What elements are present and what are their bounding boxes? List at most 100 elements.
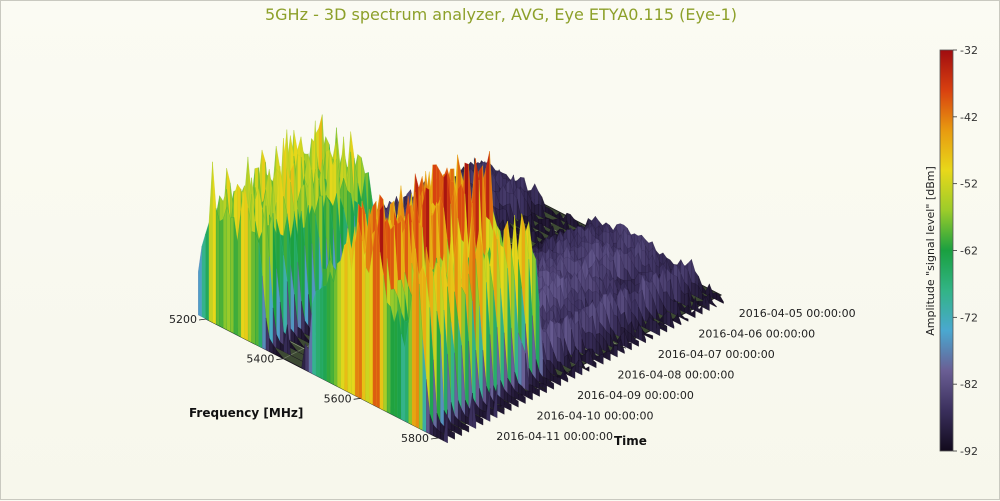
surface-cell bbox=[212, 161, 217, 325]
surface-cell bbox=[521, 394, 526, 404]
surface-cell bbox=[545, 218, 550, 229]
surface-cell bbox=[528, 390, 533, 401]
time-tick-label: 2016-04-11 00:00:00 bbox=[496, 430, 613, 443]
surface-cell bbox=[585, 366, 590, 372]
surface-cell bbox=[691, 309, 696, 319]
colorbar-label: Amplitude "signal level" [dBm] bbox=[924, 166, 937, 336]
surface-cell bbox=[571, 364, 576, 379]
surface-cell bbox=[680, 313, 685, 320]
colorbar-gradient bbox=[939, 49, 954, 452]
surface-cell bbox=[557, 361, 561, 372]
surface-cell bbox=[514, 398, 519, 408]
surface-cell bbox=[620, 339, 625, 354]
surface-cell bbox=[642, 328, 646, 344]
time-tick-label: 2016-04-05 00:00:00 bbox=[739, 307, 856, 320]
surface-cell bbox=[230, 217, 235, 334]
time-tick-mark bbox=[458, 427, 465, 431]
surface-cell bbox=[493, 384, 498, 419]
colorbar-tick-label: -82 bbox=[960, 378, 978, 391]
surface-cell bbox=[578, 359, 583, 376]
surface-cell bbox=[479, 416, 484, 426]
surface-cell bbox=[322, 285, 327, 382]
surface-cell bbox=[358, 222, 363, 400]
frequency-tick-mark bbox=[198, 318, 207, 321]
surface-cell bbox=[219, 219, 224, 329]
colorbar-tick-label: -62 bbox=[960, 245, 978, 258]
colorbar: -32 -42 -52 -62 -72 -82 -92 bbox=[939, 44, 978, 458]
surface-cell bbox=[379, 252, 384, 411]
surface-cell bbox=[592, 359, 597, 369]
time-tick-label: 2016-04-08 00:00:00 bbox=[618, 369, 735, 382]
surface-cell bbox=[500, 405, 505, 415]
surface-cell bbox=[482, 410, 487, 420]
surface-cell bbox=[326, 272, 331, 383]
surface-cell bbox=[215, 208, 220, 327]
surface-cell bbox=[451, 431, 455, 440]
surface-cell bbox=[362, 240, 366, 402]
colorbar-tick-label: -42 bbox=[960, 111, 978, 124]
surface-cell bbox=[287, 324, 292, 356]
surface-cell bbox=[606, 350, 611, 361]
surface-cell bbox=[534, 203, 539, 216]
surface-cell bbox=[337, 260, 341, 389]
surface-cell bbox=[226, 206, 231, 332]
surface-cell bbox=[294, 347, 299, 352]
spectrum-surface bbox=[198, 114, 724, 444]
surface-cell bbox=[372, 219, 377, 407]
surface-cell bbox=[223, 206, 227, 330]
time-tick-label: 2016-04-10 00:00:00 bbox=[537, 409, 654, 422]
surface-cell bbox=[663, 323, 668, 333]
surface-cell bbox=[333, 263, 338, 387]
colorbar-tick-label: -72 bbox=[960, 311, 978, 324]
surface-cell bbox=[564, 354, 568, 368]
surface-cell bbox=[386, 302, 391, 414]
surface-cell bbox=[557, 376, 562, 387]
time-tick-labels: 2016-04-05 00:00:00 2016-04-06 00:00:00 20… bbox=[458, 304, 856, 443]
surface-cell bbox=[613, 345, 618, 358]
surface-cell bbox=[656, 320, 661, 336]
surface-cell bbox=[247, 207, 252, 343]
surface-cell bbox=[634, 338, 639, 347]
time-tick-mark bbox=[619, 345, 627, 349]
surface-cell bbox=[557, 336, 561, 365]
surface-cell bbox=[550, 380, 554, 390]
surface-cell bbox=[458, 427, 462, 437]
surface-cell bbox=[684, 292, 689, 308]
surface-cell bbox=[315, 289, 320, 378]
surface-cell bbox=[596, 355, 600, 363]
surface-cell bbox=[627, 341, 632, 351]
surface-cell bbox=[319, 285, 324, 380]
surface-cell bbox=[677, 313, 682, 326]
surface-cell bbox=[351, 242, 356, 396]
surface-cell bbox=[394, 309, 398, 418]
surface-cell bbox=[673, 274, 678, 302]
surface-cell bbox=[535, 388, 540, 397]
surface-cell bbox=[670, 312, 675, 329]
surface-cell bbox=[354, 222, 359, 398]
surface-cell bbox=[465, 424, 470, 433]
surface-cell bbox=[329, 272, 334, 385]
frequency-tick-mark bbox=[353, 397, 361, 400]
surface-cell bbox=[585, 331, 590, 351]
surface-cell bbox=[649, 334, 653, 340]
time-tick-label: 2016-04-07 00:00:00 bbox=[658, 348, 775, 361]
surface-cell bbox=[691, 282, 696, 297]
surface-cell bbox=[340, 245, 345, 391]
surface-cell bbox=[645, 333, 650, 338]
time-tick-mark bbox=[579, 366, 586, 369]
surface-cell bbox=[712, 302, 717, 308]
surface-cell bbox=[670, 298, 675, 315]
surface-cell bbox=[553, 375, 558, 385]
frequency-tick-label: 5600 bbox=[324, 392, 352, 405]
surface-cell bbox=[198, 246, 202, 318]
time-axis-label: Time bbox=[614, 434, 647, 448]
surface-cell bbox=[344, 241, 349, 393]
surface-cell bbox=[205, 222, 210, 321]
surface-cell bbox=[684, 317, 689, 322]
surface-cell bbox=[376, 219, 381, 409]
chart-title: 5GHz - 3D spectrum analyzer, AVG, Eye ET… bbox=[264, 5, 738, 24]
surface-cell bbox=[518, 393, 523, 403]
surface-cell bbox=[719, 295, 724, 304]
